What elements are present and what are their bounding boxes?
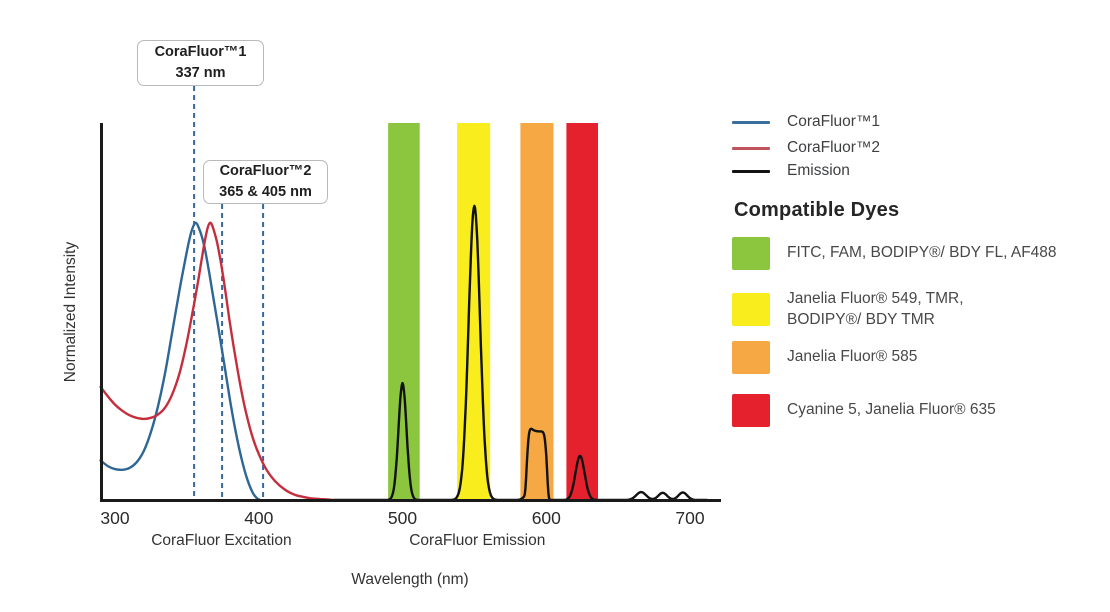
dye-label: Janelia Fluor® 585 (787, 347, 917, 368)
dye-label-line: Cyanine 5, Janelia Fluor® 635 (787, 401, 996, 419)
dye-label: Cyanine 5, Janelia Fluor® 635 (787, 400, 996, 421)
annotation-corafluor1: CoraFluor™1 337 nm (137, 40, 264, 86)
dye-label: Janelia Fluor® 549, TMR, BODIPY®/ BDY TM… (787, 289, 964, 331)
dye-row-yellow: Janelia Fluor® 549, TMR, BODIPY®/ BDY TM… (732, 289, 964, 331)
annotation-corafluor1-value: 337 nm (175, 65, 226, 81)
legend-line-swatch-black (732, 169, 770, 173)
x-tick-label: 500 (388, 508, 417, 528)
filter-band (566, 123, 598, 500)
x-tick-label: 600 (532, 508, 561, 528)
legend-line-swatch-red (732, 146, 770, 150)
dye-row-red: Cyanine 5, Janelia Fluor® 635 (732, 394, 996, 427)
filter-band (520, 123, 554, 500)
legend-panel: CoraFluor™1 CoraFluor™2 Emission Compati… (732, 0, 1108, 612)
compatible-dyes-heading: Compatible Dyes (734, 199, 900, 221)
x-axis (100, 499, 721, 502)
excitation-curve (99, 221, 335, 502)
y-axis-title: Normalized Intensity (62, 242, 79, 383)
dye-swatch-red (732, 394, 770, 427)
x-axis-title: Wavelength (nm) (351, 571, 468, 588)
legend-item-emission: Emission (732, 160, 850, 182)
annotation-corafluor2: CoraFluor™2 365 & 405 nm (203, 160, 328, 204)
dye-swatch-yellow (732, 293, 770, 327)
dye-swatch-green (732, 237, 770, 270)
y-axis (100, 123, 103, 502)
annotation-corafluor2-value: 365 & 405 nm (219, 184, 312, 200)
legend-item-corafluor1: CoraFluor™1 (732, 111, 880, 133)
spectra-chart: 300 400 500 600 700 CoraFluor Excitation CoraF… (62, 86, 721, 588)
dye-label-line: Janelia Fluor® 585 (787, 348, 918, 366)
axis-section-label: CoraFluor Emission (409, 532, 545, 549)
dye-label-line: Janelia Fluor® 549, TMR, (787, 290, 964, 307)
dye-label: FITC, FAM, BODIPY®/ BDY FL, AF488 (787, 243, 1057, 264)
annotation-corafluor2-title: CoraFluor™2 (219, 163, 312, 180)
x-tick-label: 300 (100, 508, 129, 528)
legend-label: Emission (787, 162, 850, 179)
x-tick-label: 700 (675, 508, 704, 528)
legend-item-corafluor2: CoraFluor™2 (732, 137, 880, 159)
dye-row-green: FITC, FAM, BODIPY®/ BDY FL, AF488 (732, 237, 1057, 270)
dye-label-line: BODIPY®/ BDY TMR (787, 310, 935, 328)
legend-label: CoraFluor™1 (787, 113, 881, 130)
filter-band (388, 123, 420, 500)
annotation-corafluor1-title: CoraFluor™1 (154, 44, 247, 61)
x-tick-label: 400 (244, 508, 273, 528)
legend-line-swatch-blue (732, 120, 770, 124)
dye-label-line: FITC, FAM, BODIPY®/ BDY FL, AF488 (787, 244, 1057, 262)
legend-label: CoraFluor™2 (787, 139, 881, 156)
dye-swatch-orange (732, 341, 770, 374)
dye-row-orange: Janelia Fluor® 585 (732, 341, 917, 374)
axis-section-label: CoraFluor Excitation (151, 532, 291, 549)
excitation-curve (99, 221, 262, 502)
